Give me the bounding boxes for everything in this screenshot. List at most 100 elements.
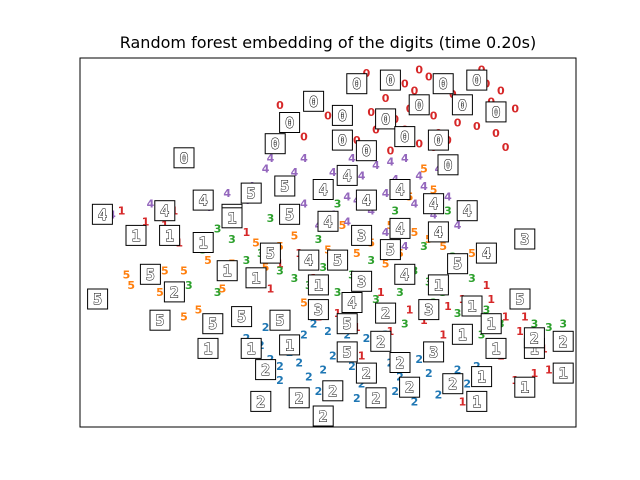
digit-thumbnail-4: 4 [154, 200, 176, 222]
thumbnail-digit: 0 [472, 72, 481, 90]
digit-thumbnail-0: 0 [375, 108, 397, 130]
digit-thumbnail-1: 1 [461, 295, 483, 317]
point-label-2: 2 [415, 353, 423, 366]
thumbnail-frame [523, 327, 545, 349]
digit-thumbnail-0: 0 [437, 154, 459, 176]
point-label-5: 5 [420, 162, 428, 175]
digit-thumbnail-2: 2 [370, 330, 392, 352]
thumbnail-frame [279, 203, 301, 225]
thumbnail-digit: 4 [98, 206, 107, 224]
digit-thumbnail-3: 3 [351, 224, 373, 246]
point-label-5: 5 [411, 226, 419, 239]
thumbnail-digit: 5 [93, 291, 102, 309]
point-label-4: 4 [387, 155, 395, 168]
thumbnail-digit: 2 [295, 389, 304, 407]
point-label-2: 2 [363, 332, 371, 345]
digit-thumbnail-5: 5 [447, 253, 469, 275]
thumbnail-frame [149, 309, 171, 331]
thumbnail-frame [485, 337, 507, 359]
thumbnail-digit: 4 [347, 294, 356, 312]
thumbnail-frame [87, 288, 109, 310]
digit-thumbnail-2: 2 [255, 359, 277, 381]
thumbnail-digit: 5 [155, 312, 164, 330]
thumbnail-frame [475, 242, 497, 264]
thumbnail-frame [351, 224, 373, 246]
point-label-3: 3 [367, 254, 375, 267]
point-label-1: 1 [545, 364, 553, 377]
thumbnail-frame [365, 387, 387, 409]
thumbnail-digit: 2 [328, 382, 337, 400]
thumbnail-digit: 2 [381, 305, 390, 323]
point-label-4: 4 [329, 166, 337, 179]
thumbnail-digit: 0 [271, 135, 280, 153]
point-label-2: 2 [305, 371, 313, 384]
thumbnail-frame [197, 337, 219, 359]
thumbnail-digit: 2 [371, 389, 380, 407]
point-label-0: 0 [372, 124, 380, 137]
digit-thumbnail-1: 1 [159, 224, 181, 246]
point-label-5: 5 [468, 247, 476, 260]
thumbnail-frame [312, 179, 334, 200]
point-label-3: 3 [372, 293, 380, 306]
thumbnail-digit: 3 [429, 343, 438, 361]
point-label-4: 4 [291, 166, 299, 179]
point-label-0: 0 [511, 102, 519, 115]
thumbnail-frame [336, 313, 358, 335]
point-label-3: 3 [559, 318, 567, 331]
thumbnail-frame [461, 295, 483, 317]
thumbnail-digit: 1 [559, 365, 568, 383]
digit-thumbnail-2: 2 [163, 281, 185, 303]
thumbnail-digit: 4 [395, 181, 404, 199]
digit-thumbnail-2: 2 [365, 387, 387, 409]
digit-thumbnail-1: 1 [485, 337, 507, 359]
digit-thumbnail-1: 1 [240, 337, 262, 359]
point-label-4: 4 [382, 226, 390, 239]
digit-thumbnail-0: 0 [173, 147, 195, 169]
point-label-3: 3 [531, 318, 539, 331]
digit-thumbnail-1: 1 [125, 224, 147, 246]
digit-thumbnail-0: 0 [427, 129, 449, 151]
thumbnail-frame [327, 249, 349, 271]
point-label-0: 0 [415, 138, 423, 151]
point-label-4: 4 [348, 152, 356, 165]
thumbnail-frame [331, 129, 353, 151]
point-label-3: 3 [420, 240, 428, 253]
digit-thumbnail-4: 4 [317, 210, 339, 232]
thumbnail-frame [341, 292, 363, 313]
point-label-1: 1 [439, 328, 447, 341]
digit-thumbnail-0: 0 [394, 126, 416, 148]
point-label-3: 3 [483, 304, 491, 317]
thumbnail-frame [355, 189, 377, 211]
digit-thumbnail-5: 5 [269, 309, 291, 331]
point-label-5: 5 [180, 311, 188, 324]
thumbnail-digit: 2 [559, 333, 568, 351]
thumbnail-frame [394, 126, 416, 148]
thumbnail-frame [154, 200, 176, 222]
digit-thumbnail-1: 1 [471, 366, 493, 388]
digit-thumbnail-1: 1 [192, 232, 214, 253]
thumbnail-digit: 5 [237, 308, 246, 326]
point-label-0: 0 [387, 145, 395, 158]
digit-thumbnail-2: 2 [399, 376, 421, 398]
thumbnail-digit: 0 [400, 128, 409, 146]
thumbnail-digit: 0 [179, 149, 188, 167]
point-label-3: 3 [291, 272, 299, 285]
thumbnail-frame [408, 94, 430, 116]
thumbnail-frame [264, 133, 286, 155]
thumbnail-digit: 4 [343, 167, 352, 185]
point-label-3: 3 [401, 318, 409, 331]
thumbnail-frame [336, 341, 358, 363]
digit-thumbnail-1: 1 [514, 376, 536, 398]
thumbnail-digit: 5 [146, 266, 155, 284]
thumbnail-frame [509, 288, 531, 310]
point-label-2: 2 [310, 318, 318, 331]
thumbnail-frame [514, 228, 536, 250]
digit-thumbnail-4: 4 [389, 179, 411, 200]
thumbnail-frame [447, 253, 469, 275]
thumbnail-digit: 2 [530, 329, 539, 347]
point-label-4: 4 [420, 180, 428, 193]
thumbnail-digit: 5 [333, 252, 342, 270]
thumbnail-digit: 2 [405, 379, 414, 397]
point-label-1: 1 [420, 314, 428, 327]
point-label-3: 3 [319, 261, 327, 274]
